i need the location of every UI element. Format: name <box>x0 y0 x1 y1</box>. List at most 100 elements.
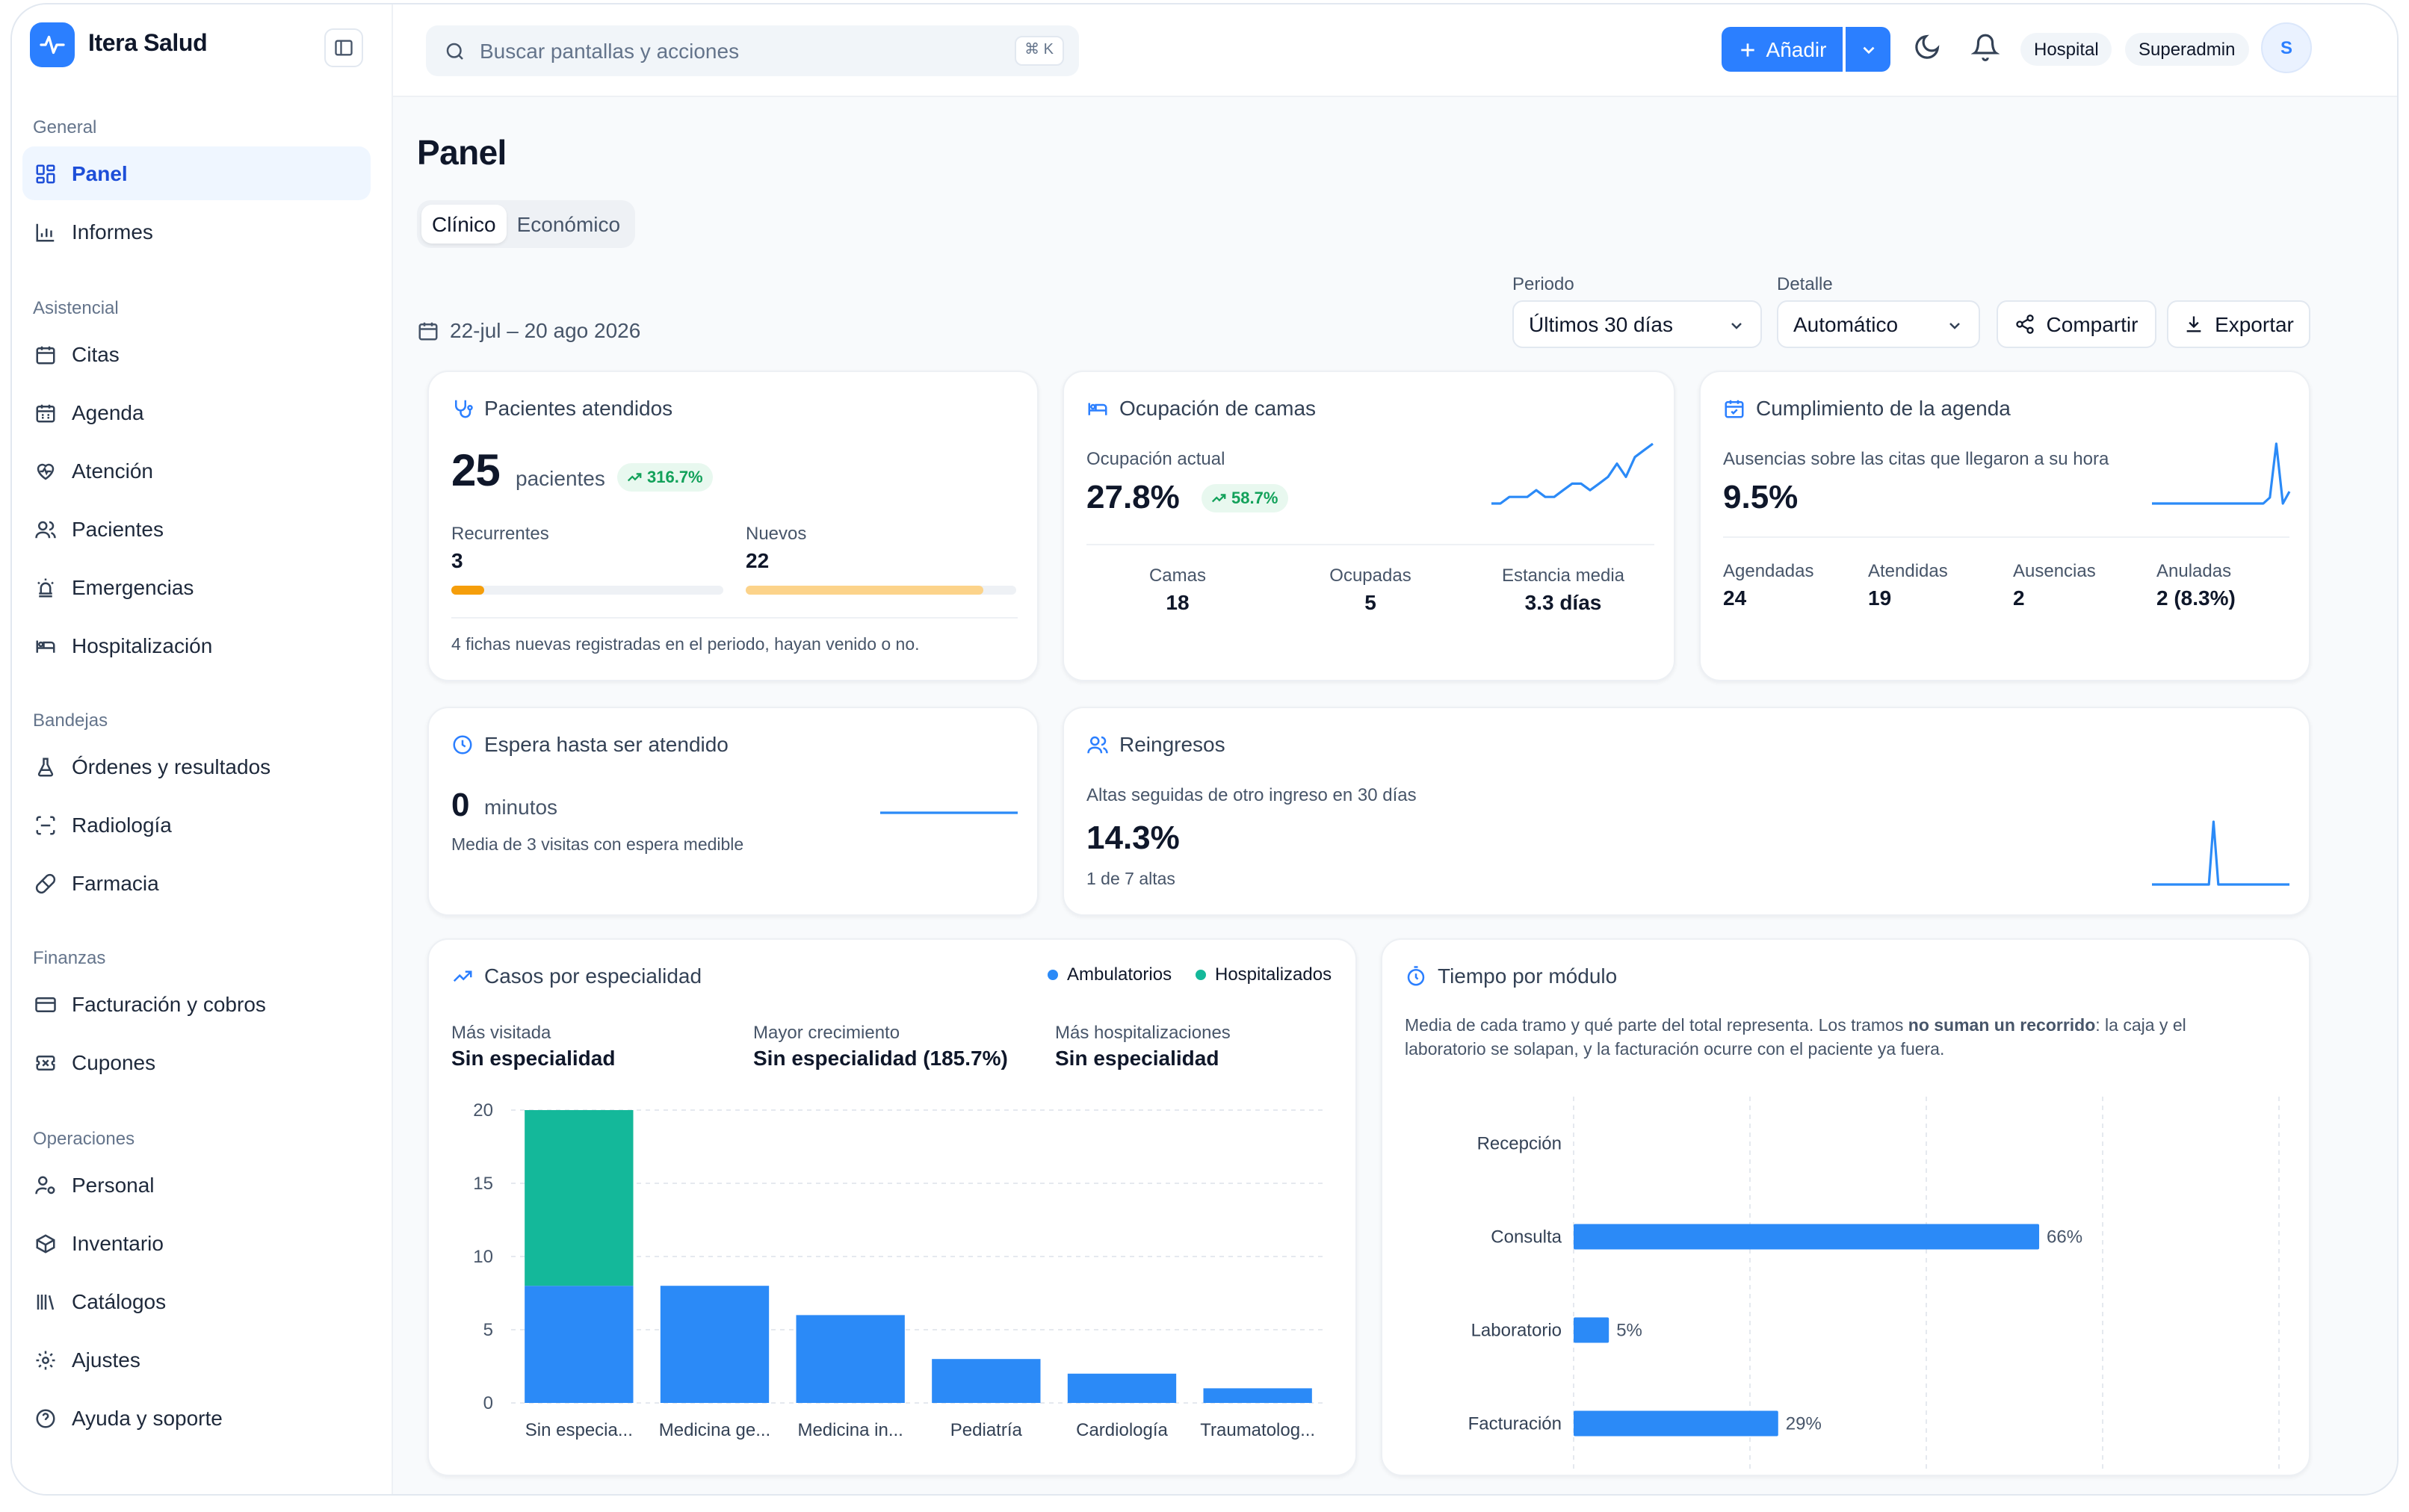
module-bar[interactable] <box>1574 1224 2040 1250</box>
divider <box>451 617 1018 619</box>
bed-icon <box>36 639 55 652</box>
divider <box>1086 544 1654 545</box>
sidebar-item-farmacia[interactable]: Farmacia <box>22 856 371 910</box>
beds-stat-ocupadas: Ocupadas 5 <box>1329 565 1411 614</box>
moon-icon[interactable] <box>1913 33 1941 61</box>
sidebar-item-panel[interactable]: Panel <box>22 146 371 200</box>
sidebar-item-citas[interactable]: Citas <box>22 327 371 381</box>
sidebar-item-label: Agenda <box>72 400 144 424</box>
export-button[interactable]: Exportar <box>2167 300 2310 348</box>
add-dropdown-button[interactable] <box>1846 27 1890 72</box>
bar-hospitalizados[interactable] <box>525 1110 634 1286</box>
sidebar-item-personal[interactable]: Personal <box>22 1158 371 1212</box>
agenda-sparkline-line <box>2152 442 2291 505</box>
package-icon <box>36 1233 55 1253</box>
readmissions-sparkline-line <box>2152 820 2289 886</box>
share-button[interactable]: Compartir <box>1997 300 2156 348</box>
legend-hospitalizados: Hospitalizados <box>1196 964 1332 985</box>
legend-swatch <box>1048 969 1058 979</box>
data-label: 66% <box>2047 1227 2082 1248</box>
search-shortcut: ⌘ K <box>1014 36 1064 66</box>
sidebar-item-hospitalizacion[interactable]: Hospitalización <box>22 619 371 672</box>
sidebar-toggle-button[interactable] <box>324 28 363 67</box>
panel-left-icon <box>335 40 353 56</box>
bar-chart-icon <box>36 223 55 241</box>
brand[interactable]: Itera Salud <box>30 22 208 67</box>
sidebar-item-label: Inventario <box>72 1231 164 1255</box>
sidebar-item-label: Ayuda y soporte <box>72 1406 223 1430</box>
sidebar-item-label: Citas <box>72 342 120 366</box>
download-icon <box>2186 316 2201 332</box>
specialty-stat-most-visited: Más visitada Sin especialidad <box>451 1022 616 1070</box>
sidebar-item-facturacion[interactable]: Facturación y cobros <box>22 977 371 1031</box>
app-name: Itera Salud <box>88 31 208 57</box>
sidebar-item-ayuda[interactable]: Ayuda y soporte <box>22 1391 371 1445</box>
beds-trend-badge: 58.7% <box>1202 484 1289 512</box>
bell-icon[interactable] <box>1971 33 2000 61</box>
modules-description: Media de cada tramo y qué parte del tota… <box>1405 1017 2186 1059</box>
card-title: Casos por especialidad <box>451 964 702 988</box>
module-bar[interactable] <box>1574 1410 1778 1437</box>
sidebar-item-pacientes[interactable]: Pacientes <box>22 502 371 556</box>
module-bar[interactable] <box>1574 1317 1609 1343</box>
bar-ambulatorios[interactable] <box>525 1286 634 1403</box>
card-title: Ocupación de camas <box>1086 396 1316 420</box>
dashboard-icon <box>36 164 55 183</box>
sidebar-item-cupones[interactable]: Cupones <box>22 1035 371 1089</box>
sidebar-item-informes[interactable]: Informes <box>22 205 371 258</box>
detail-label: Detalle <box>1777 273 1833 294</box>
modules-card: Tiempo por módulo Media de cada tramo y … <box>1381 938 2310 1476</box>
wait-card: Espera hasta ser atendido 0 minutos Medi… <box>427 707 1039 916</box>
tab-clinico[interactable]: Clínico <box>421 205 507 244</box>
card-title: Cumplimiento de la agenda <box>1723 396 2011 420</box>
beds-sparkline-line <box>1491 442 1654 505</box>
readmissions-value: 14.3% <box>1086 819 1180 856</box>
bar-ambulatorios[interactable] <box>660 1286 770 1403</box>
users-icon <box>1087 735 1108 753</box>
sidebar-item-label: Facturación y cobros <box>72 992 266 1016</box>
readmissions-card: Reingresos Altas seguidas de otro ingres… <box>1063 707 2310 916</box>
sidebar-item-ordenes[interactable]: Órdenes y resultados <box>22 740 371 793</box>
new-label: Nuevos <box>746 523 807 544</box>
modules-bar-chart: Recepción Consulta 66% Laboratorio 5% Factura… <box>1468 1097 2280 1470</box>
role-pill[interactable]: Superadmin <box>2125 33 2249 66</box>
add-button[interactable]: Añadir <box>1722 27 1843 72</box>
share-button-label: Compartir <box>2046 312 2139 336</box>
specialty-stat-growth: Mayor crecimiento Sin especialidad (185.… <box>753 1022 1008 1070</box>
beds-stat-camas: Camas 18 <box>1148 565 1206 614</box>
detail-select[interactable]: Automático <box>1777 300 1980 348</box>
patients-value: 25 <box>451 447 501 496</box>
main-content: Panel Clínico Económico 22-jul – 20 ago … <box>393 97 2397 1494</box>
heart-pulse-icon <box>37 462 55 480</box>
sidebar-item-atencion[interactable]: Atención <box>22 444 371 498</box>
beds-card: Ocupación de camas Ocupación actual 27.8… <box>1063 371 1675 681</box>
search-input[interactable]: Buscar pantallas y acciones ⌘ K <box>426 25 1079 76</box>
siren-icon <box>37 577 54 597</box>
user-cog-icon <box>35 1175 55 1194</box>
sidebar-item-label: Farmacia <box>72 871 159 895</box>
sidebar-item-emergencias[interactable]: Emergencias <box>22 560 371 614</box>
sidebar-item-inventario[interactable]: Inventario <box>22 1216 371 1270</box>
sidebar-item-radiologia[interactable]: Radiología <box>22 798 371 852</box>
specialty-stat-hospitalizations: Más hospitalizaciones Sin especialidad <box>1055 1022 1231 1070</box>
bar-ambulatorios[interactable] <box>1203 1388 1312 1403</box>
bar-ambulatorios[interactable] <box>1067 1373 1177 1403</box>
bar-ambulatorios[interactable] <box>932 1359 1041 1403</box>
beds-stat-estancia: Estancia media 3.3 días <box>1501 565 1625 614</box>
tab-economico[interactable]: Económico <box>516 212 621 236</box>
period-select[interactable]: Últimos 30 días <box>1512 300 1762 348</box>
wait-value: 0 <box>451 786 470 823</box>
bar-ambulatorios[interactable] <box>796 1315 905 1403</box>
sidebar-item-ajustes[interactable]: Ajustes <box>22 1333 371 1386</box>
data-label: 29% <box>1786 1414 1822 1434</box>
sidebar-item-agenda[interactable]: Agenda <box>22 385 371 439</box>
sidebar-item-catalogos[interactable]: Catálogos <box>22 1274 371 1328</box>
patients-trend-badge: 316.7% <box>617 463 714 492</box>
hospital-pill[interactable]: Hospital <box>2020 33 2112 66</box>
library-icon <box>37 1294 55 1310</box>
plus-icon <box>1740 43 1754 56</box>
agenda-value: 9.5% <box>1723 478 1799 515</box>
avatar[interactable]: S <box>2261 22 2312 73</box>
search-icon <box>446 42 463 59</box>
period-select-value: Últimos 30 días <box>1529 312 1673 336</box>
